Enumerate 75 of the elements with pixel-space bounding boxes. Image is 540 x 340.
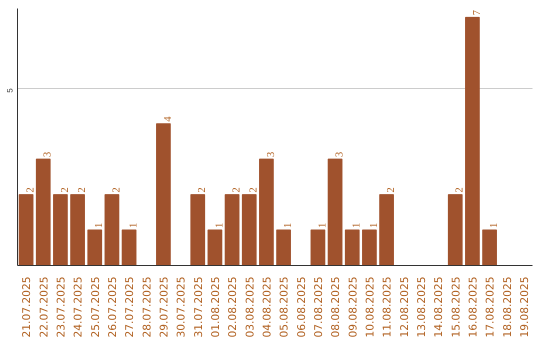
bar (259, 158, 274, 266)
x-tick-label: 10.08.2025 (363, 276, 376, 338)
bar (328, 158, 342, 266)
bar (208, 230, 222, 266)
bar (156, 123, 171, 266)
x-tick-label: 08.08.2025 (329, 276, 342, 338)
data-label: 2 (386, 187, 398, 193)
x-tick-label: 06.08.2025 (294, 276, 308, 338)
x-tick-label: 26.07.2025 (106, 276, 119, 338)
x-tick-label: 16.08.2025 (466, 276, 480, 338)
data-label: 1 (214, 222, 226, 228)
bar (18, 194, 34, 266)
bar (104, 194, 120, 266)
data-label: 2 (197, 187, 208, 193)
data-label: 1 (283, 222, 294, 228)
data-label: 2 (111, 187, 122, 193)
x-tick-label: 15.08.2025 (449, 276, 462, 338)
data-label: 3 (334, 152, 346, 158)
x-tick-label: 11.08.2025 (380, 276, 394, 338)
x-tick-label: 09.08.2025 (346, 276, 360, 338)
data-label: 2 (77, 187, 88, 193)
data-label: 1 (368, 222, 380, 228)
bar (276, 230, 291, 266)
bar (224, 194, 240, 266)
x-tick-label: 18.08.2025 (500, 276, 514, 338)
x-tick-label: 07.08.2025 (312, 276, 325, 338)
x-tick-label: 02.08.2025 (226, 276, 240, 338)
data-label: 1 (317, 222, 328, 228)
x-tick-label: 22.07.2025 (37, 276, 50, 338)
data-label: 2 (454, 187, 466, 193)
x-tick-label: 21.07.2025 (20, 276, 34, 338)
x-tick-label: 25.07.2025 (88, 276, 102, 338)
x-tick-label: 19.08.2025 (518, 276, 531, 338)
x-tick-label: 30.07.2025 (174, 276, 188, 338)
x-tick-label: 29.07.2025 (157, 276, 170, 338)
data-label: 4 (162, 116, 174, 122)
bar (242, 194, 257, 266)
x-tick-label: 14.08.2025 (432, 276, 446, 338)
data-label: 1 (128, 222, 140, 228)
data-label: 2 (248, 187, 260, 193)
x-tick-label: 17.08.2025 (484, 276, 497, 338)
bar (362, 230, 377, 266)
bar (379, 194, 394, 266)
bar (482, 230, 497, 266)
bar (448, 194, 463, 266)
data-label: 7 (472, 9, 483, 16)
bar (122, 230, 136, 266)
x-tick-label: 03.08.2025 (243, 276, 256, 338)
x-tick-label: 31.07.2025 (192, 276, 205, 338)
x-tick-label: 01.08.2025 (208, 276, 222, 338)
data-label: 3 (266, 152, 277, 158)
data-label: 1 (489, 222, 500, 228)
x-tick-label: 23.07.2025 (54, 276, 68, 338)
x-tick-label: 24.07.2025 (72, 276, 85, 338)
data-label: 3 (42, 152, 54, 158)
bar (70, 194, 85, 266)
bar (53, 194, 68, 266)
bar (36, 158, 51, 266)
bar (190, 194, 206, 266)
data-label: 1 (94, 222, 106, 228)
x-tick-label: 27.07.2025 (123, 276, 136, 338)
bar (465, 16, 480, 266)
bar (344, 230, 360, 266)
x-tick-label: 05.08.2025 (278, 276, 291, 338)
x-tick-label: 04.08.2025 (260, 276, 274, 338)
data-label: 2 (232, 187, 243, 193)
x-tick-label: 12.08.2025 (398, 276, 411, 338)
data-label: 2 (60, 187, 71, 193)
data-label: 1 (352, 222, 363, 228)
data-label: 2 (26, 187, 37, 193)
bar (87, 230, 102, 266)
y-tick-label: 5 (6, 88, 14, 93)
x-tick-label: 28.07.2025 (140, 276, 154, 338)
bar (310, 230, 326, 266)
x-tick-label: 13.08.2025 (414, 276, 428, 338)
